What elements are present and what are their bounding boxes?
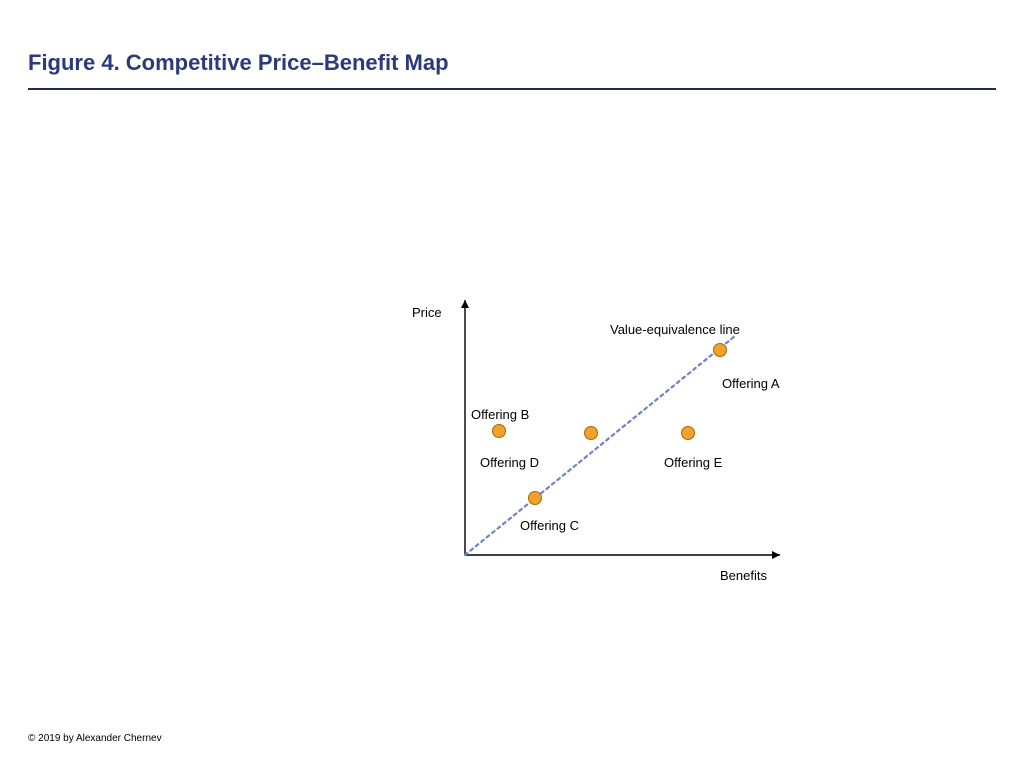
x-axis-label: Benefits — [720, 568, 767, 583]
offering-label-e: Offering E — [664, 455, 722, 470]
offering-label-c: Offering C — [520, 518, 579, 533]
chart-svg — [410, 300, 790, 580]
offering-label-a: Offering A — [722, 376, 780, 391]
figure-title: Figure 4. Competitive Price–Benefit Map — [28, 50, 449, 76]
y-axis-label: Price — [412, 305, 442, 320]
value-equivalence-line-label: Value-equivalence line — [610, 322, 740, 337]
page-root: Figure 4. Competitive Price–Benefit Map … — [0, 0, 1024, 768]
offering-label-d: Offering D — [480, 455, 539, 470]
copyright-notice: © 2019 by Alexander Chernev — [28, 733, 162, 744]
price-benefit-chart: Price Benefits Value-equivalence line Of… — [410, 300, 790, 580]
offering-label-b: Offering B — [471, 407, 529, 422]
title-underline — [28, 88, 996, 90]
